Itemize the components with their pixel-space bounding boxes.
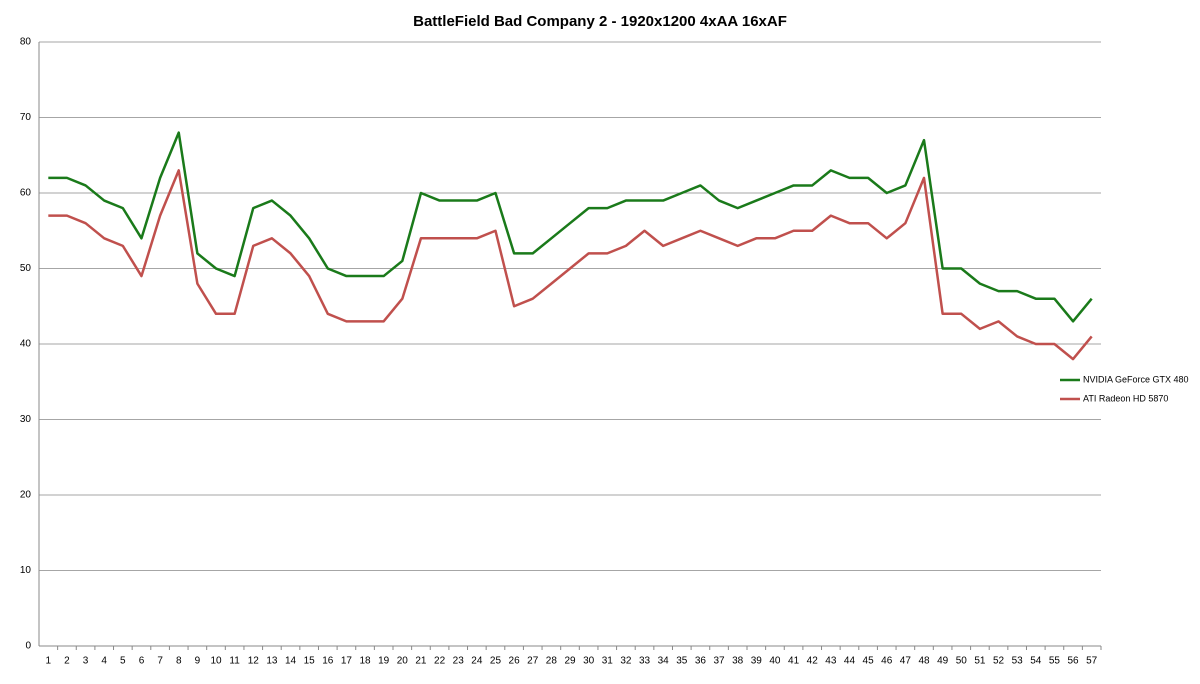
x-tick-label: 42 <box>807 656 819 667</box>
x-tick-label: 17 <box>341 656 353 667</box>
y-tick-label: 10 <box>20 565 32 576</box>
x-tick-label: 41 <box>788 656 800 667</box>
x-tick-label: 8 <box>176 656 182 667</box>
x-tick-label: 31 <box>602 656 614 667</box>
x-tick-label: 30 <box>583 656 595 667</box>
x-tick-label: 44 <box>844 656 856 667</box>
y-tick-label: 0 <box>25 641 31 652</box>
x-tick-label: 51 <box>974 656 986 667</box>
x-tick-label: 26 <box>509 656 521 667</box>
x-tick-label: 53 <box>1012 656 1024 667</box>
x-tick-label: 46 <box>881 656 893 667</box>
series-line <box>48 131 1093 323</box>
x-tick-label: 36 <box>695 656 707 667</box>
x-tick-label: 18 <box>359 656 371 667</box>
x-tick-label: 10 <box>210 656 222 667</box>
x-tick-label: 54 <box>1030 656 1042 667</box>
y-tick-label: 20 <box>20 490 32 501</box>
x-tick-label: 22 <box>434 656 446 667</box>
x-tick-label: 11 <box>229 656 240 667</box>
y-tick-label: 80 <box>20 37 32 48</box>
x-tick-label: 25 <box>490 656 502 667</box>
x-tick-label: 52 <box>993 656 1005 667</box>
x-tick-label: 49 <box>937 656 949 667</box>
x-tick-label: 57 <box>1086 656 1098 667</box>
chart-title: BattleField Bad Company 2 - 1920x1200 4x… <box>413 13 787 30</box>
x-tick-label: 3 <box>83 656 89 667</box>
x-tick-label: 15 <box>304 656 316 667</box>
x-tick-label: 33 <box>639 656 651 667</box>
x-tick-label: 6 <box>139 656 145 667</box>
x-tick-label: 27 <box>527 656 539 667</box>
x-tick-label: 23 <box>453 656 465 667</box>
x-tick-label: 2 <box>64 656 70 667</box>
x-tick-label: 47 <box>900 656 912 667</box>
x-tick-label: 34 <box>658 656 670 667</box>
x-tick-label: 43 <box>825 656 837 667</box>
x-tick-label: 16 <box>322 656 334 667</box>
x-tick-label: 5 <box>120 656 126 667</box>
x-tick-label: 37 <box>713 656 725 667</box>
y-tick-label: 40 <box>20 339 32 350</box>
x-tick-label: 14 <box>285 656 297 667</box>
x-tick-label: 12 <box>248 656 260 667</box>
x-tick-label: 9 <box>195 656 201 667</box>
legend-label: ATI Radeon HD 5870 <box>1083 393 1168 403</box>
x-tick-label: 4 <box>101 656 107 667</box>
x-tick-label: 45 <box>863 656 875 667</box>
x-tick-label: 35 <box>676 656 688 667</box>
x-tick-label: 7 <box>157 656 163 667</box>
x-tick-label: 19 <box>378 656 390 667</box>
x-tick-label: 20 <box>397 656 409 667</box>
x-tick-label: 28 <box>546 656 558 667</box>
y-tick-label: 50 <box>20 263 32 274</box>
x-tick-label: 40 <box>769 656 781 667</box>
x-tick-label: 29 <box>564 656 576 667</box>
x-tick-label: 1 <box>46 656 52 667</box>
x-tick-label: 21 <box>415 656 427 667</box>
y-tick-label: 60 <box>20 188 32 199</box>
x-tick-label: 38 <box>732 656 744 667</box>
x-tick-label: 55 <box>1049 656 1061 667</box>
y-tick-label: 30 <box>20 414 32 425</box>
x-tick-label: 24 <box>471 656 483 667</box>
x-tick-label: 48 <box>918 656 930 667</box>
y-tick-label: 70 <box>20 112 32 123</box>
legend-label: NVIDIA GeForce GTX 480 <box>1083 374 1189 384</box>
x-tick-label: 39 <box>751 656 763 667</box>
series-line <box>48 169 1093 361</box>
x-tick-label: 32 <box>620 656 632 667</box>
x-tick-label: 56 <box>1067 656 1079 667</box>
x-tick-label: 50 <box>956 656 968 667</box>
x-tick-label: 13 <box>266 656 278 667</box>
